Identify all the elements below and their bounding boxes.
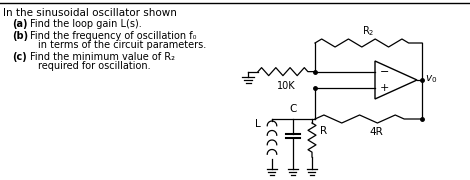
Text: (c): (c) (12, 52, 27, 62)
Text: (a): (a) (12, 19, 28, 29)
Text: Find the loop gain L(s).: Find the loop gain L(s). (30, 19, 142, 29)
Text: Find the minimum value of R₂: Find the minimum value of R₂ (30, 52, 175, 62)
Text: (b): (b) (12, 31, 28, 41)
Text: C: C (290, 104, 297, 114)
Text: 10K: 10K (277, 81, 296, 91)
Text: 4R: 4R (369, 127, 384, 137)
Text: $v_0$: $v_0$ (425, 73, 437, 85)
Text: required for oscillation.: required for oscillation. (38, 61, 150, 71)
Text: L: L (255, 119, 261, 129)
Text: In the sinusoidal oscillator shown: In the sinusoidal oscillator shown (3, 8, 177, 18)
Text: Find the frequency of oscillation f₀: Find the frequency of oscillation f₀ (30, 31, 196, 41)
Text: in terms of the circuit parameters.: in terms of the circuit parameters. (38, 40, 206, 50)
Text: R: R (320, 126, 327, 136)
Text: +: + (380, 83, 389, 93)
Text: R$_2$: R$_2$ (362, 24, 375, 38)
Text: −: − (380, 67, 389, 77)
